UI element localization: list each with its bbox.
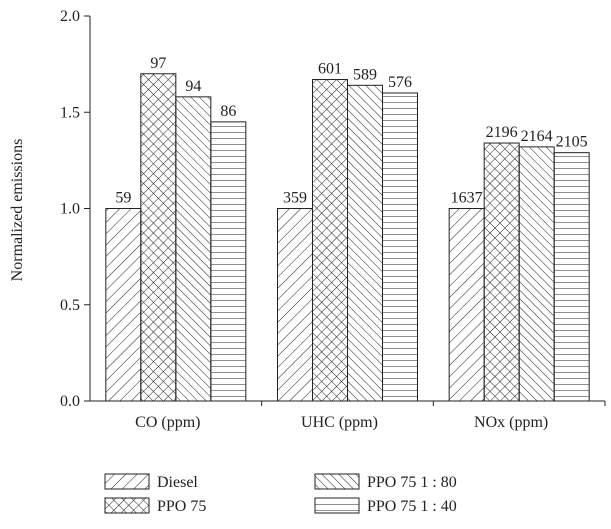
data-label: 59 [115,190,131,207]
data-label: 1637 [451,190,483,207]
legend-swatch [104,473,150,490]
legend-swatch [104,497,150,514]
legend-swatch [314,497,360,514]
legend-swatch [314,473,360,490]
bar [347,84,383,402]
y-tick-label: 1.5 [60,104,80,121]
bar [483,142,520,402]
bar [312,79,348,402]
y-tick-label: 0.5 [60,297,80,314]
data-label: 601 [318,61,342,78]
data-label: 359 [283,190,307,207]
y-tick-label: 1.0 [60,201,80,218]
bar [140,73,177,402]
legend-label: PPO 75 1 : 40 [367,498,457,515]
legend-label: PPO 75 1 : 80 [367,474,457,491]
data-label: 2196 [486,124,518,141]
bar [105,208,142,402]
x-tick-label: CO (ppm) [135,414,200,431]
bar [553,152,590,402]
legend-label: PPO 75 [157,498,206,515]
legend-label: Diesel [157,474,198,491]
x-tick-label: NOx (ppm) [474,414,548,431]
y-axis-label: Normalized emissions [9,139,26,282]
data-label: 576 [388,74,412,91]
bar [382,92,418,402]
bar [175,96,212,402]
y-tick-label: 0.0 [60,393,80,410]
data-label: 589 [353,66,377,83]
bar [277,208,313,402]
data-label: 2105 [556,134,588,151]
bar [518,146,555,402]
x-tick-label: UHC (ppm) [301,414,378,431]
y-tick-label: 2.0 [60,8,80,25]
data-label: 94 [185,78,201,95]
data-label: 86 [220,103,236,120]
data-label: 97 [150,55,166,72]
data-label: 2164 [521,128,553,145]
bar [448,208,485,402]
bar [210,121,247,402]
